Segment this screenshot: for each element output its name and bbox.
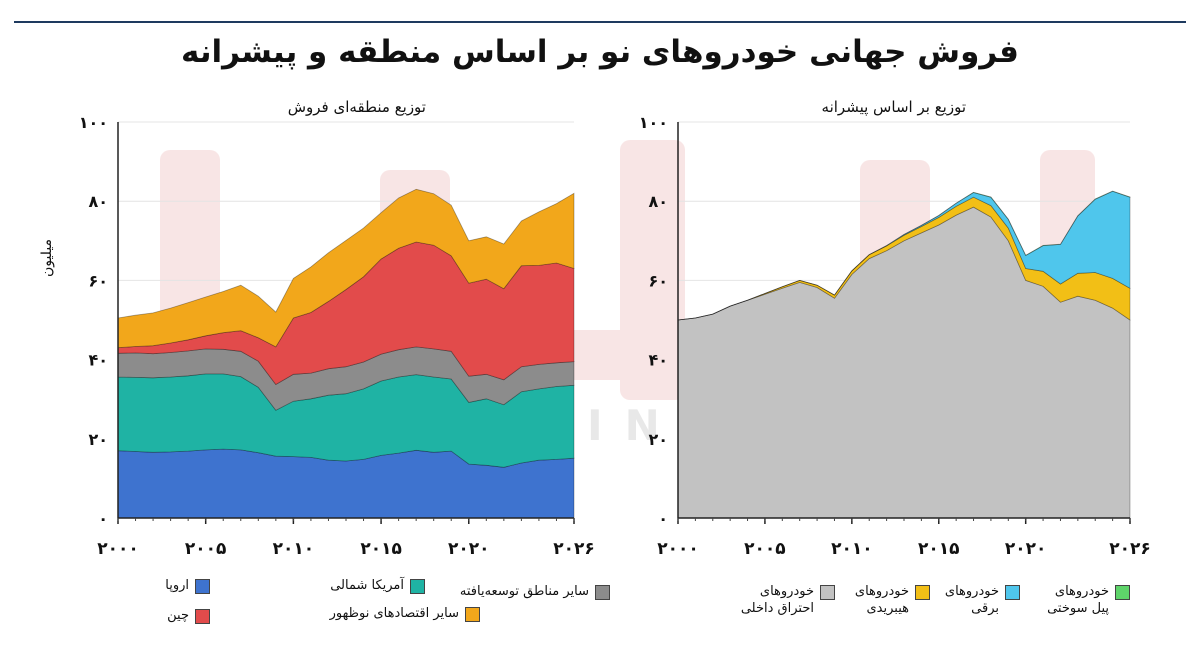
left-chart-subtitle: توزیع منطقه‌ای فروش <box>287 98 426 116</box>
left-chart-ytick-label: ۲۰ <box>88 430 108 449</box>
left-chart-series-emerging <box>117 188 575 349</box>
legend-item-emerging: سایر اقتصادهای نوظهور <box>330 605 480 622</box>
left-legend: اروپا آمریکا شمالی سایر مناطق توسعه‌یافت… <box>80 575 620 635</box>
left-chart-ytick-label: ۶۰ <box>88 271 108 290</box>
legend-swatch-north-america <box>410 579 425 594</box>
top-divider <box>14 21 1186 23</box>
legend-label-hybrid: خودروهای هیبریدی <box>854 584 909 616</box>
legend-item-china: چین <box>167 607 210 624</box>
legend-item-north-america: آمریکا شمالی <box>330 577 425 594</box>
legend-item-hybrid: خودروهای هیبریدی <box>839 583 930 617</box>
legend-swatch-ev <box>1005 585 1020 600</box>
right-chart-xtick-label: ۲۰۲۶ <box>1109 539 1151 559</box>
left-chart-ytick-label: ۰ <box>98 509 108 528</box>
legend-label-emerging: سایر اقتصادهای نوظهور <box>329 606 459 621</box>
legend-item-ice: خودروهای احتراق داخلی <box>734 583 835 617</box>
left-chart-ytick-label: ۸۰ <box>88 192 108 211</box>
left-chart-xtick-label: ۲۰۲۶ <box>553 539 595 559</box>
legend-item-fcev: خودروهای پیل سوختی <box>1039 583 1130 617</box>
legend-label-other-developed: سایر مناطق توسعه‌یافته <box>459 584 589 599</box>
right-chart-xtick-label: ۲۰۰۵ <box>744 539 786 559</box>
right-chart-series-hybrid <box>677 196 1131 321</box>
left-chart-xtick-label: ۲۰۰۵ <box>185 539 227 559</box>
legend-swatch-other-developed <box>595 585 610 600</box>
right-chart-areas <box>677 190 1131 519</box>
left-chart-ytick-label: ۱۰۰ <box>79 113 108 132</box>
legend-swatch-europe <box>195 579 210 594</box>
legend-swatch-fcev <box>1115 585 1130 600</box>
legend-label-china: چین <box>167 608 189 623</box>
right-legend: خودروهای احتراق داخلی خودروهای هیبریدی خ… <box>700 583 1160 633</box>
right-chart-ytick-label: ۱۰۰ <box>639 113 668 132</box>
legend-label-north-america: آمریکا شمالی <box>330 578 404 593</box>
right-chart-xtick-label: ۲۰۱۵ <box>918 539 960 559</box>
right-chart-ytick-label: ۰ <box>658 509 668 528</box>
right-chart-ytick-label: ۶۰ <box>648 271 668 290</box>
legend-item-ev: خودروهای برقی <box>939 583 1020 617</box>
right-chart-xtick-label: ۲۰۱۰ <box>831 539 873 559</box>
legend-swatch-china <box>195 609 210 624</box>
legend-swatch-emerging <box>465 607 480 622</box>
legend-label-fcev: خودروهای پیل سوختی <box>1047 584 1109 616</box>
legend-swatch-ice <box>820 585 835 600</box>
page-title: فروش جهانی خودروهای نو بر اساس منطقه و پ… <box>181 34 1019 70</box>
left-chart-xtick-label: ۲۰۱۰ <box>273 539 315 559</box>
right-area-chart: ۰ ۲۰ ۴۰ ۶۰ ۸۰ ۱۰۰ ۲۰۰۰ ۲۰۰۵ ۲۰۱۰ ۲۰۱۵ ۲۰۲۰ ۲۰۲۶ <box>639 113 1151 559</box>
right-chart-series-fcev <box>677 190 1131 321</box>
legend-label-ev: خودروهای برقی <box>944 584 999 616</box>
right-chart-subtitle: توزیع بر اساس پیشرانه <box>821 98 966 116</box>
legend-label-europe: اروپا <box>165 578 189 593</box>
left-chart-xtick-label: ۲۰۰۰ <box>97 539 139 559</box>
legend-item-other-developed: سایر مناطق توسعه‌یافته <box>460 583 610 600</box>
right-chart-xtick-label: ۲۰۰۰ <box>657 539 699 559</box>
legend-item-europe: اروپا <box>165 577 210 594</box>
left-chart-xtick-label: ۲۰۲۰ <box>448 539 490 559</box>
right-chart-series-ev <box>677 190 1131 321</box>
left-chart-xtick-label: ۲۰۱۵ <box>360 539 402 559</box>
right-chart-ytick-label: ۲۰ <box>648 430 668 449</box>
left-chart-areas <box>117 188 575 519</box>
left-chart-ylabel: میلیون <box>39 238 56 278</box>
right-chart-ytick-label: ۴۰ <box>648 351 668 370</box>
left-area-chart: ۰ ۲۰ ۴۰ ۶۰ ۸۰ ۱۰۰ ۲۰۰۰ ۲۰۰۵ ۲۰۱۰ ۲۰۱۵ ۲۰۲۰ ۲۰۲۶ <box>79 113 595 559</box>
legend-swatch-hybrid <box>915 585 930 600</box>
right-chart-xtick-label: ۲۰۲۰ <box>1005 539 1047 559</box>
left-chart-ytick-label: ۴۰ <box>88 351 108 370</box>
legend-label-ice: خودروهای احتراق داخلی <box>740 584 814 616</box>
right-chart-ytick-label: ۸۰ <box>648 192 668 211</box>
